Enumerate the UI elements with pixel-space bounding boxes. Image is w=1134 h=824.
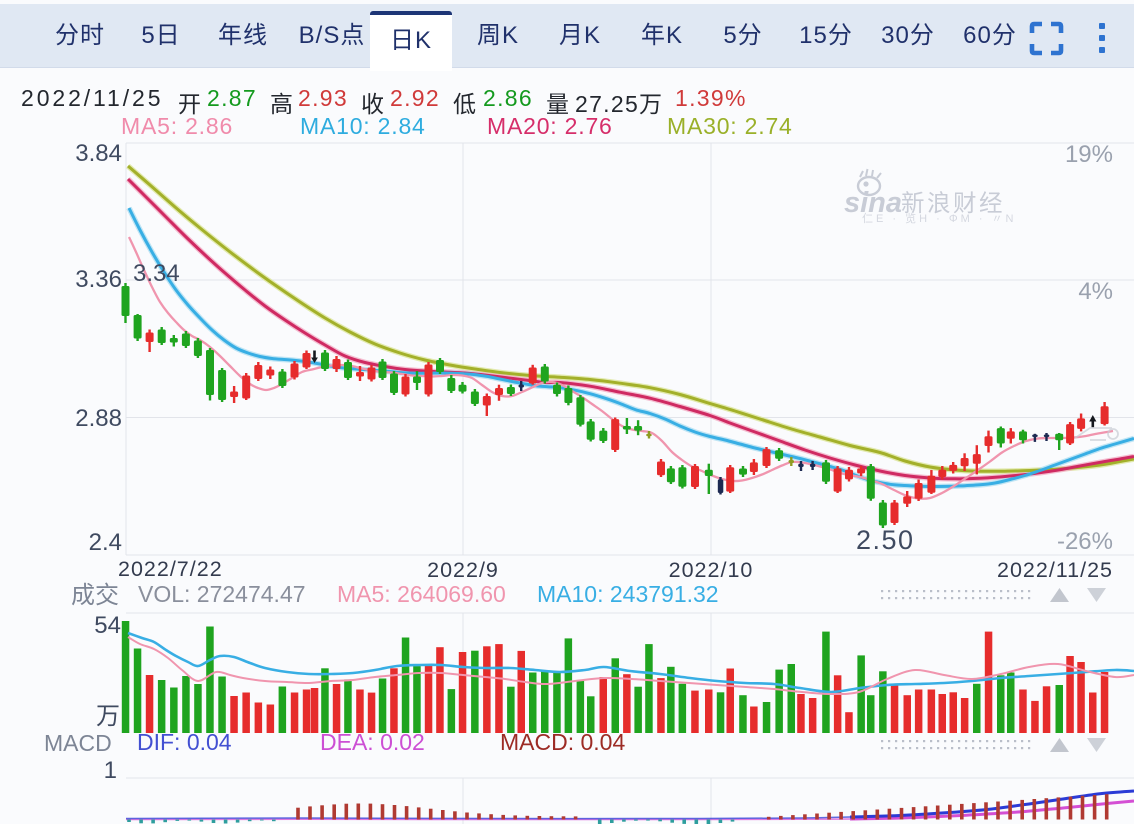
svg-text:MACD: MACD bbox=[44, 730, 112, 756]
svg-text:54: 54 bbox=[94, 612, 121, 639]
svg-text:成交: 成交 bbox=[71, 582, 119, 609]
svg-text:2022/7/22: 2022/7/22 bbox=[118, 557, 223, 581]
svg-text:sina: sina bbox=[844, 187, 902, 219]
svg-text:2.88: 2.88 bbox=[75, 405, 122, 432]
svg-text:MA5: 264069.60: MA5: 264069.60 bbox=[337, 581, 506, 607]
svg-text:-26%: -26% bbox=[1057, 528, 1113, 555]
svg-text:3.84: 3.84 bbox=[75, 140, 122, 167]
svg-text:DEA: 0.02: DEA: 0.02 bbox=[320, 729, 425, 755]
svg-text:1: 1 bbox=[104, 757, 117, 784]
svg-text:MA10: 243791.32: MA10: 243791.32 bbox=[537, 581, 719, 607]
svg-text:DIF: 0.04: DIF: 0.04 bbox=[137, 729, 232, 755]
svg-text:4%: 4% bbox=[1078, 278, 1113, 305]
svg-text:2022/11/25: 2022/11/25 bbox=[997, 558, 1113, 582]
svg-text:2.4: 2.4 bbox=[89, 529, 122, 556]
svg-text:VOL: 272474.47: VOL: 272474.47 bbox=[138, 581, 306, 607]
svg-text:MACD: 0.04: MACD: 0.04 bbox=[500, 729, 625, 755]
svg-text:万: 万 bbox=[96, 703, 120, 730]
svg-text:3.36: 3.36 bbox=[75, 266, 122, 293]
svg-text:19%: 19% bbox=[1065, 141, 1113, 168]
svg-text:2022/10: 2022/10 bbox=[669, 558, 754, 582]
svg-text:仁Ε · 览Η · ΦΜ · 〃Ν: 仁Ε · 览Η · ΦΜ · 〃Ν bbox=[862, 211, 1017, 225]
svg-text:2.50: 2.50 bbox=[856, 525, 915, 555]
svg-text:3.34: 3.34 bbox=[133, 260, 180, 287]
svg-text:新浪财经: 新浪财经 bbox=[901, 190, 1005, 216]
svg-text:2022/9: 2022/9 bbox=[427, 558, 499, 582]
